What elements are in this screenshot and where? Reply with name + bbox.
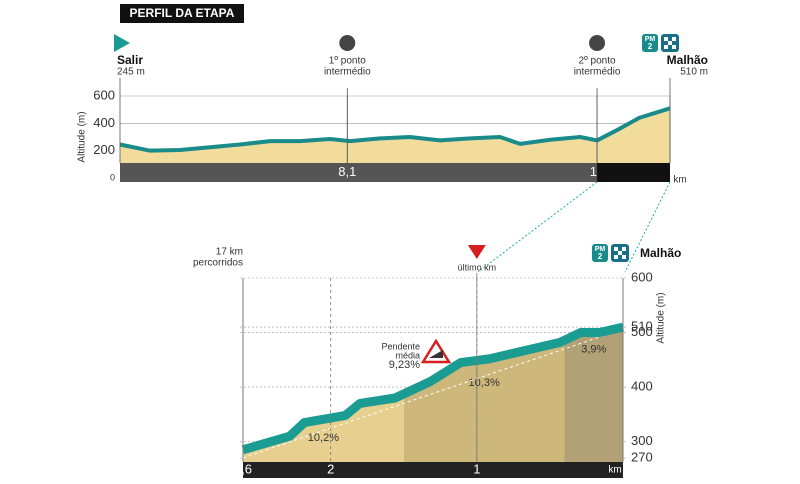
start-icon: [114, 34, 130, 52]
y-axis-label: Altitude (m): [656, 292, 667, 343]
annotation: intermédio: [574, 67, 621, 78]
annotation: intermédio: [324, 67, 371, 78]
chart-title: PERFIL DA ETAPA: [130, 6, 235, 20]
annotation: Salir: [117, 53, 143, 67]
y-tick-label: 300: [631, 433, 653, 448]
x-axis-label: km: [673, 175, 686, 186]
annotation: 2º ponto: [579, 56, 616, 67]
gradient-label: 10,3%: [469, 377, 500, 389]
zoom-connector: [477, 181, 598, 273]
annotation: 245 m: [117, 67, 145, 78]
pm-label: PM: [595, 246, 606, 253]
y-tick-label: 600: [93, 87, 115, 102]
last-km-label: último km: [458, 262, 497, 272]
average-label: Pendente: [381, 341, 420, 351]
title-box: [120, 4, 244, 23]
flag-check: [622, 247, 626, 251]
flag-check: [664, 37, 668, 41]
final-km-shade: [597, 163, 670, 182]
y-tick-label: 510: [631, 319, 653, 334]
flag-check: [614, 255, 618, 259]
y-tick-label: 0: [110, 172, 115, 182]
pm-badge: [592, 244, 608, 262]
average-label: média: [395, 350, 420, 360]
distance-strip: [243, 462, 623, 478]
x-tick-label: 2,6: [234, 461, 252, 476]
y-tick-label: 200: [93, 142, 115, 157]
flag-check: [664, 45, 668, 49]
y-tick-label: 400: [631, 379, 653, 394]
x-tick-label: 1: [473, 461, 480, 476]
x-tick-label: 8,1: [338, 164, 356, 179]
profile-line: [119, 106, 671, 153]
gradient-segment: [564, 327, 623, 462]
finish-label: Malhão: [640, 246, 681, 260]
flag-check: [618, 251, 622, 255]
trend-line: [242, 328, 624, 459]
y-tick-label: 270: [631, 449, 653, 464]
pm-number: 2: [648, 42, 653, 51]
checkpoint-icon: [339, 35, 356, 51]
gradient-label: 10,2%: [308, 432, 339, 444]
annotation: 510 m: [680, 67, 708, 78]
x-axis-label: km: [608, 465, 621, 476]
flag-check: [672, 37, 676, 41]
area-fill: [120, 108, 670, 163]
start-label: 17 km: [216, 247, 243, 258]
gradient-segment: [243, 393, 404, 462]
checkpoint-icon: [589, 35, 606, 51]
pm-number: 2: [598, 252, 603, 261]
average-label: 9,23%: [389, 359, 420, 371]
profile-line: [241, 322, 625, 455]
distance-strip: [120, 163, 670, 182]
start-label: percorridos: [193, 258, 243, 269]
last-km-icon: [467, 245, 486, 259]
flag-check: [668, 41, 672, 45]
warning-icon: [420, 338, 452, 364]
pm-badge: [642, 34, 658, 52]
gradient-segment: [403, 340, 565, 462]
y-tick-label: 400: [93, 115, 115, 130]
flag-check: [672, 45, 676, 49]
annotation: 1º ponto: [329, 56, 366, 67]
annotation: Malhão: [667, 53, 708, 67]
zoom-connector: [624, 181, 671, 273]
warning-slope: [429, 350, 443, 358]
y-tick-label: 500: [631, 324, 653, 339]
y-tick-label: 600: [631, 269, 653, 284]
flag-check: [622, 255, 626, 259]
flag-check: [614, 247, 618, 251]
pm-label: PM: [645, 36, 656, 43]
y-axis-label: Altitude (m): [77, 111, 88, 162]
gradient-label: 3,9%: [581, 344, 606, 356]
x-tick-label: 2: [327, 461, 334, 476]
